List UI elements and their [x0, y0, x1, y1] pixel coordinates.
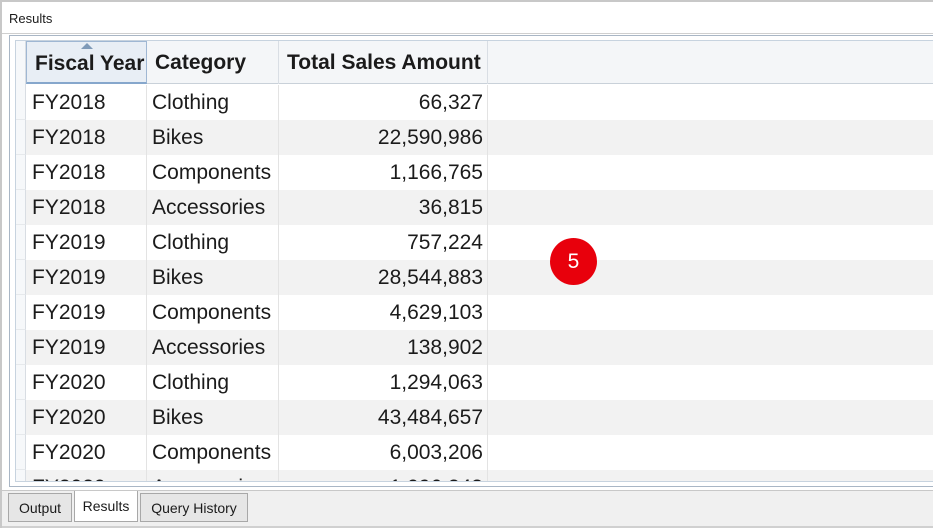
table-cell[interactable]: FY2018	[26, 155, 147, 190]
table-row[interactable]: FY2020 Clothing 1,294,063	[16, 365, 933, 400]
column-header-category[interactable]: Category	[147, 41, 279, 84]
table-cell[interactable]: 36,815	[279, 190, 488, 225]
table-cell[interactable]: Clothing	[147, 85, 279, 120]
row-selector[interactable]	[16, 295, 26, 330]
table-row[interactable]: FY2019 Components 4,629,103	[16, 295, 933, 330]
panel-title: Results	[9, 11, 53, 26]
column-header-label: Fiscal Year	[35, 52, 145, 75]
table-cell[interactable]: Components	[147, 155, 279, 190]
table-cell[interactable]: FY2018	[26, 190, 147, 225]
row-selector[interactable]	[16, 155, 26, 190]
table-row[interactable]: FY2019 Accessories 138,902	[16, 330, 933, 365]
table-cell[interactable]: Accessories	[147, 190, 279, 225]
table-cell[interactable]: FY2020	[26, 435, 147, 470]
tab-query-history[interactable]: Query History	[140, 493, 248, 522]
table-row[interactable]: FY2019 Bikes 28,544,883	[16, 260, 933, 295]
title-divider	[2, 33, 933, 34]
table-cell[interactable]: 1,096,343	[279, 470, 488, 481]
callout-badge: 5	[550, 238, 597, 285]
tab-label: Query History	[151, 500, 237, 516]
bottom-tab-bar: Output Results Query History	[2, 490, 933, 528]
table-cell[interactable]: FY2020	[26, 365, 147, 400]
table-cell[interactable]: 6,003,206	[279, 435, 488, 470]
table-cell[interactable]: FY2018	[26, 120, 147, 155]
sort-ascending-icon	[80, 43, 93, 49]
table-row[interactable]: FY2020 Components 6,003,206	[16, 435, 933, 470]
table-cell[interactable]: Components	[147, 435, 279, 470]
row-selector[interactable]	[16, 225, 26, 260]
table-row[interactable]: FY2019 Clothing 757,224	[16, 225, 933, 260]
row-selector[interactable]	[16, 330, 26, 365]
table-cell[interactable]: 1,166,765	[279, 155, 488, 190]
column-header-total-sales-amount[interactable]: Total Sales Amount	[279, 41, 488, 84]
table-row[interactable]: FY2020 Bikes 43,484,657	[16, 400, 933, 435]
column-header-fiscal-year[interactable]: Fiscal Year	[26, 41, 147, 84]
table-row[interactable]: FY2020Accessories1,096,343	[16, 470, 933, 481]
row-selector[interactable]	[16, 190, 26, 225]
row-selector[interactable]	[16, 120, 26, 155]
table-cell[interactable]: 1,294,063	[279, 365, 488, 400]
table-cell[interactable]: 43,484,657	[279, 400, 488, 435]
results-grid[interactable]: Fiscal Year Category Total Sales Amount …	[15, 40, 933, 482]
table-cell[interactable]: 66,327	[279, 85, 488, 120]
table-cell[interactable]: Bikes	[147, 400, 279, 435]
table-cell[interactable]: Clothing	[147, 365, 279, 400]
table-row[interactable]: FY2018 Components 1,166,765	[16, 155, 933, 190]
tab-label: Output	[18, 500, 62, 516]
row-selector[interactable]	[16, 400, 26, 435]
table-cell[interactable]: 138,902	[279, 330, 488, 365]
table-cell[interactable]: FY2020	[26, 470, 147, 481]
row-selector[interactable]	[16, 435, 26, 470]
tab-label: Results	[82, 498, 130, 514]
table-cell[interactable]: 28,544,883	[279, 260, 488, 295]
bottom-divider	[2, 526, 933, 528]
table-cell[interactable]: Components	[147, 295, 279, 330]
table-cell[interactable]: 4,629,103	[279, 295, 488, 330]
tab-results[interactable]: Results	[74, 491, 138, 522]
table-cell[interactable]: FY2019	[26, 225, 147, 260]
results-grid-frame: Fiscal Year Category Total Sales Amount …	[9, 35, 933, 487]
column-header-label: Total Sales Amount	[287, 51, 481, 74]
row-selector[interactable]	[16, 365, 26, 400]
table-cell[interactable]: FY2018	[26, 85, 147, 120]
table-row[interactable]: FY2018 Accessories 36,815	[16, 190, 933, 225]
table-cell[interactable]: FY2019	[26, 330, 147, 365]
table-cell[interactable]: Bikes	[147, 260, 279, 295]
table-cell[interactable]: Clothing	[147, 225, 279, 260]
table-cell[interactable]: FY2020	[26, 400, 147, 435]
table-cell[interactable]: FY2019	[26, 295, 147, 330]
table-row[interactable]: FY2018 Bikes 22,590,986	[16, 120, 933, 155]
table-cell[interactable]: Accessories	[147, 330, 279, 365]
table-cell[interactable]: 757,224	[279, 225, 488, 260]
row-selector[interactable]	[16, 85, 26, 120]
table-cell[interactable]: FY2019	[26, 260, 147, 295]
grid-body: FY2018 Clothing 66,327 FY2018 Bikes 22,590,98…	[16, 85, 933, 481]
table-row[interactable]: FY2018 Clothing 66,327	[16, 85, 933, 120]
table-cell[interactable]: Accessories	[147, 470, 279, 481]
column-header-label: Category	[155, 51, 247, 74]
tab-output[interactable]: Output	[8, 493, 72, 522]
row-selector[interactable]	[16, 260, 26, 295]
row-selector[interactable]	[16, 470, 26, 481]
table-cell[interactable]: 22,590,986	[279, 120, 488, 155]
table-cell[interactable]: Bikes	[147, 120, 279, 155]
grid-header: Fiscal Year Category Total Sales Amount	[26, 41, 933, 84]
